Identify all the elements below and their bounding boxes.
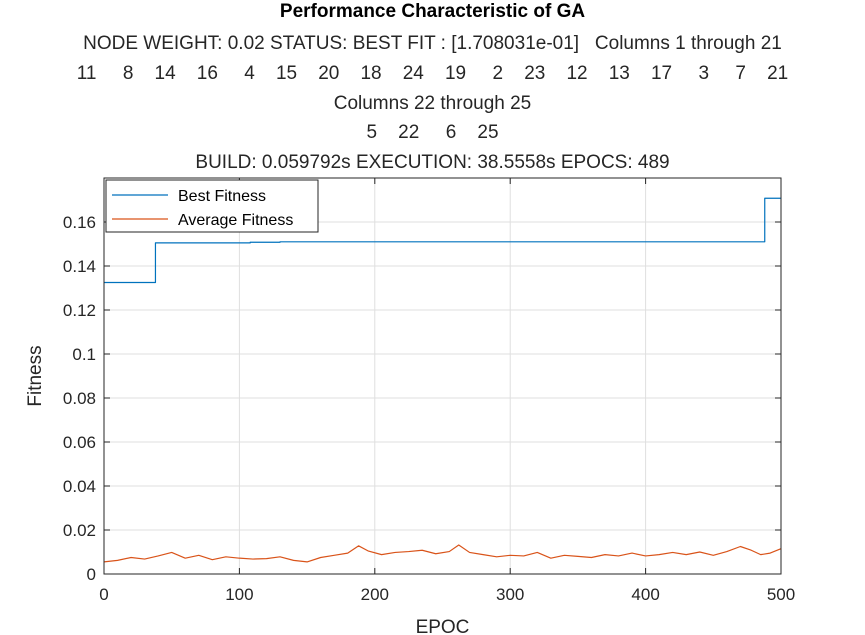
y-tick-label: 0.1 bbox=[72, 345, 96, 364]
chart-subtitle-line-5: BUILD: 0.059792s EXECUTION: 38.5558s EPO… bbox=[195, 152, 670, 173]
chart-title: Performance Characteristic of GA bbox=[279, 1, 586, 22]
y-tick-label: 0 bbox=[87, 565, 96, 584]
plot-box bbox=[103, 177, 782, 575]
series-line-average-fitness bbox=[103, 544, 782, 563]
tick-marks bbox=[103, 178, 782, 575]
chart-subtitle-line-2: 11 8 14 16 4 15 20 18 24 19 2 23 12 13 1… bbox=[76, 63, 789, 84]
y-tick-label: 0.04 bbox=[63, 477, 96, 496]
x-tick-label: 200 bbox=[361, 585, 389, 604]
x-tick-labels: 0 100 200 300 400 500 bbox=[99, 585, 795, 604]
x-tick-label: 100 bbox=[225, 585, 253, 604]
series-layer bbox=[103, 197, 782, 563]
legend-entry-best-fitness: Best Fitness bbox=[178, 188, 266, 205]
series-line-best-fitness bbox=[104, 197, 781, 284]
x-axis-label: EPOC bbox=[416, 617, 470, 635]
plot-area bbox=[104, 178, 781, 574]
x-tick-label: 500 bbox=[767, 585, 795, 604]
y-tick-labels: 0 0.02 0.04 0.06 0.08 0.1 0.12 0.14 0.16 bbox=[63, 213, 96, 584]
legend-entry-average-fitness: Average Fitness bbox=[178, 212, 293, 229]
x-tick-label: 0 bbox=[99, 585, 108, 604]
y-tick-label: 0.08 bbox=[63, 389, 96, 408]
y-tick-label: 0.12 bbox=[63, 301, 96, 320]
y-tick-label: 0.02 bbox=[63, 521, 96, 540]
chart-subtitle-line-4: 5 22 6 25 bbox=[366, 122, 499, 143]
chart-subtitle-line-1: NODE WEIGHT: 0.02 STATUS: BEST FIT : [1.… bbox=[83, 33, 782, 54]
legend-box bbox=[105, 179, 319, 233]
y-tick-label: 0.06 bbox=[63, 433, 96, 452]
y-tick-label: 0.14 bbox=[63, 257, 96, 276]
x-tick-label: 400 bbox=[631, 585, 659, 604]
y-axis-label: Fitness bbox=[25, 345, 46, 406]
x-tick-label: 300 bbox=[496, 585, 524, 604]
legend: Best Fitness Average Fitness bbox=[105, 179, 319, 233]
y-tick-label: 0.16 bbox=[63, 213, 96, 232]
chart-subtitle-line-3: Columns 22 through 25 bbox=[333, 93, 532, 114]
